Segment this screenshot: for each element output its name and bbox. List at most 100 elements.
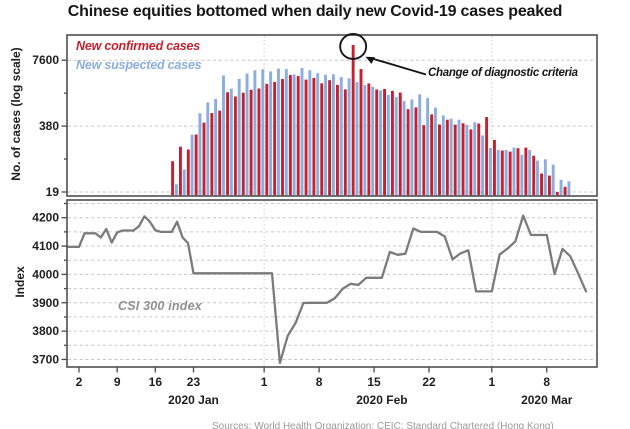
suspected-bar [394,96,398,196]
index-tick-label: 3800 [32,324,59,338]
suspected-bar [245,73,249,196]
confirmed-bar [461,123,465,196]
confirmed-bar [249,89,253,196]
confirmed-bar [453,124,457,196]
confirmed-bar [320,83,324,196]
bottom-y-axis-label: Index [13,266,27,298]
confirmed-bar [351,45,355,196]
confirmed-bar [359,69,363,196]
suspected-bar [559,179,563,196]
confirmed-bar [563,186,567,196]
csi-line [65,214,588,365]
confirmed-bar [390,90,394,196]
confirmed-bar [485,117,489,196]
suspected-bar [426,98,430,196]
confirmed-bar [257,88,261,196]
suspected-bar [324,74,327,196]
log-tick-label: 7600 [32,53,59,67]
suspected-bar [316,73,320,196]
suspected-bar [182,169,186,196]
confirmed-bar [336,84,339,196]
suspected-bar [237,78,241,196]
suspected-bar [386,94,390,196]
confirmed-bar [500,150,504,196]
confirmed-bar [312,77,316,196]
month-label: 2020 Jan [168,393,219,407]
index-tick-label: 4100 [32,239,59,253]
chart-title: Chinese equities bottomed when daily new… [67,3,563,20]
confirmed-bar [233,96,237,196]
confirmed-bar [226,92,229,196]
date-tick-label: 8 [316,375,323,389]
legend-confirmed-label: New confirmed cases [76,39,201,53]
date-tick-label: 16 [149,375,163,389]
suspected-bar [300,68,304,196]
confirmed-bar [508,151,512,196]
confirmed-bar [532,155,536,196]
date-tick-label: 1 [261,375,268,389]
confirmed-bar [328,80,332,196]
suspected-bar [363,85,367,196]
confirmed-bar [265,83,269,196]
bottom-panel-frame [66,199,598,368]
confirmed-bar [414,107,418,196]
suspected-bar [528,150,532,196]
confirmed-bar [430,114,434,196]
confirmed-bar [241,92,245,196]
index-tick-label: 3900 [32,296,59,310]
confirmed-bar [273,81,277,196]
suspected-bar [512,147,516,196]
date-tick-label: 22 [422,375,436,389]
confirmed-bar [438,124,441,196]
suspected-bar [551,164,555,196]
confirmed-bar [186,149,190,196]
suspected-bar [402,101,406,196]
confirmed-bar [540,173,543,196]
date-tick-label: 9 [114,375,121,389]
date-tick-label: 8 [543,375,550,389]
log-tick-label: 380 [39,119,59,133]
source-note-clipped: Sources: World Health Organization; CEIC… [212,421,554,429]
index-tick-label: 4200 [32,211,59,225]
suspected-bar [214,98,218,196]
suspected-bar [465,124,469,196]
confirmed-bar [281,78,284,196]
suspected-bar [481,135,484,196]
legend-suspected-label: New suspected cases [76,58,202,72]
suspected-bar [222,75,225,196]
month-label: 2020 Mar [521,393,573,407]
confirmed-bar [375,89,379,196]
date-tick-label: 2 [76,375,83,389]
date-tick-label: 1 [488,375,495,389]
confirmed-bar [171,161,175,196]
suspected-bar [292,74,296,196]
suspected-bar [410,99,414,196]
suspected-bar [543,159,547,196]
csi-series-label: CSI 300 index [118,299,202,313]
suspected-bar [418,94,422,196]
suspected-bar [379,90,382,196]
annotation-circle [339,33,368,60]
confirmed-bar [547,175,551,196]
suspected-bar [284,69,288,196]
confirmed-bar [422,125,426,196]
suspected-bar [190,134,194,196]
suspected-bar [441,115,445,196]
confirmed-bar [555,192,559,196]
top-y-axis-label: No. of cases (log scale) [9,47,23,181]
suspected-bar [457,119,461,196]
suspected-bar [277,68,280,196]
confirmed-bar [367,83,371,196]
suspected-bar [198,113,202,196]
annotation-arrowhead [365,56,375,64]
confirmed-bar [194,134,198,196]
annotation-label: Change of diagnostic criteria [428,67,578,79]
confirmed-bar [524,147,528,196]
suspected-bar [229,88,233,196]
suspected-bar [536,160,539,196]
log-tick-label: 19 [46,185,60,199]
confirmed-bar [406,109,410,196]
suspected-bar [347,78,351,196]
suspected-bar [261,69,265,196]
confirmed-bar [210,113,214,196]
